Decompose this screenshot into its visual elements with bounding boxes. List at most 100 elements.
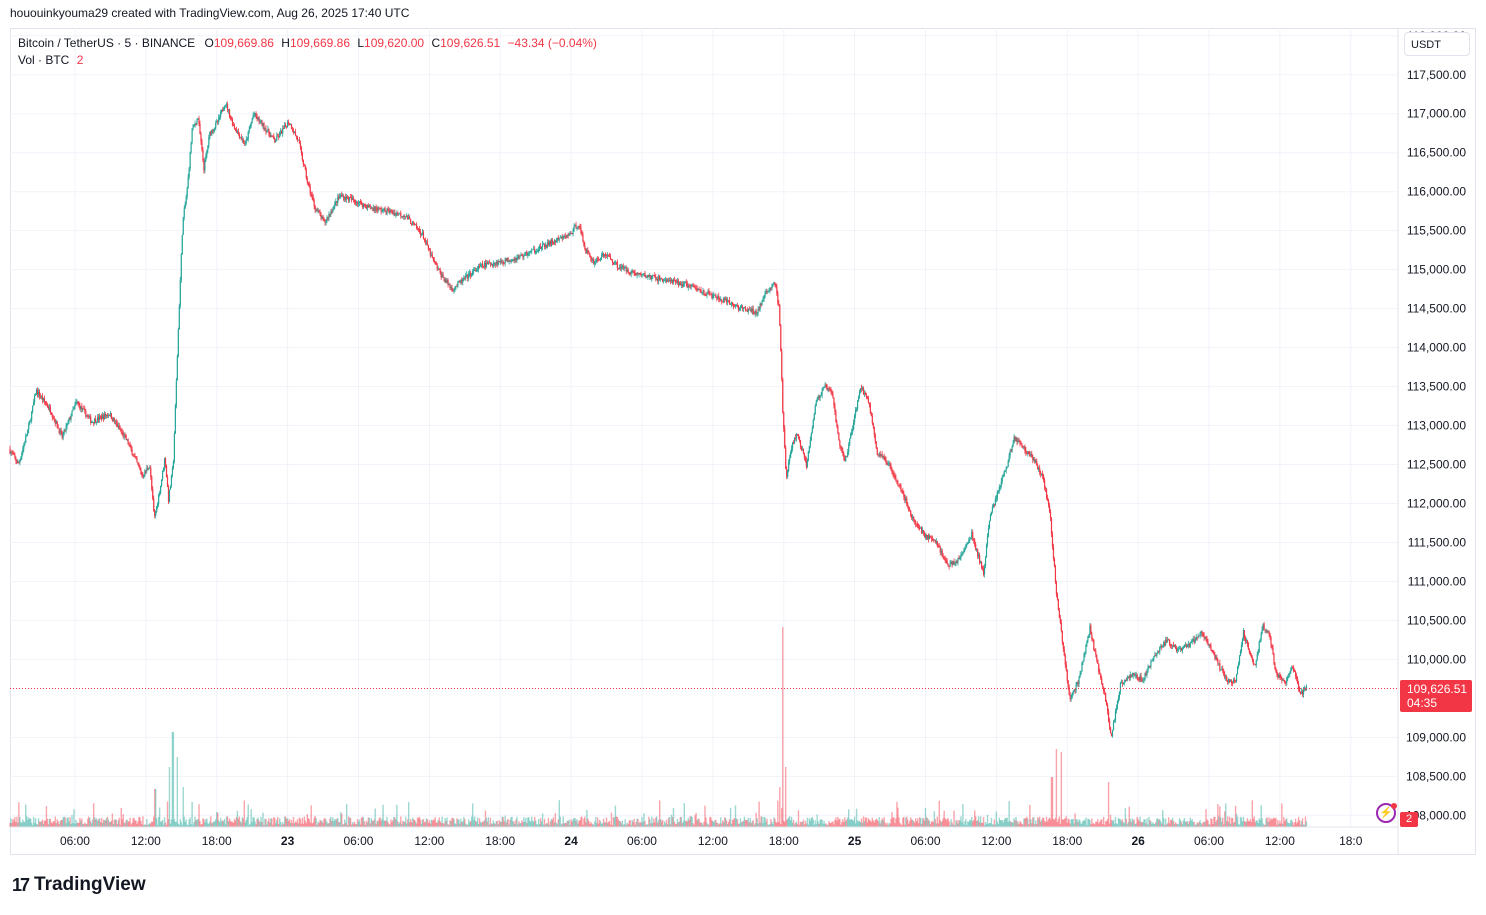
candle-body [665,279,667,281]
volume-bar [585,822,587,827]
volume-bar [11,822,13,827]
candle-body [876,448,878,455]
candle-body [177,329,179,357]
candle-body [797,434,800,437]
volume-bar [1302,824,1305,827]
candle-body [409,216,411,219]
candle-body [945,559,947,561]
candle-body [902,491,904,494]
volume-bar [386,816,388,827]
candle-body [706,292,708,296]
candle-body [548,241,551,245]
volume-bar [518,821,520,827]
candle-body [969,538,971,541]
volume-bar [212,822,214,827]
volume-bar [754,823,756,827]
volume-bar [284,816,287,827]
volume-bar [92,803,95,827]
candle-body [318,210,320,213]
candle-body [60,430,62,433]
candle-body [1018,440,1020,442]
candle-body [352,198,355,200]
candle-body [619,267,621,269]
volume-bar [582,824,584,827]
candle-body [822,388,824,391]
volume-bar [551,819,554,827]
volume-bar [318,823,320,827]
candle-body [297,139,300,141]
candle-body [1093,640,1095,651]
candle-body [272,135,274,137]
candle-body [524,253,526,256]
tradingview-logo[interactable]: 17 TradingView [12,874,146,896]
candle-body [289,124,292,125]
volume-bar [690,816,692,827]
volume-bar [192,824,194,827]
volume-label[interactable]: Vol · BTC [18,53,70,67]
volume-bar [232,822,235,827]
candle-body [1019,441,1021,444]
volume-bar [1227,822,1230,827]
candle-body [413,221,415,223]
volume-bar [833,824,835,827]
volume-bar [179,819,182,827]
candle-body [658,276,660,282]
volume-bar [424,821,427,827]
candle-body [334,202,336,206]
candle-body [1187,644,1189,646]
volume-bar [831,822,833,827]
volume-bar [238,816,241,827]
candle-body [1058,610,1060,618]
volume-bar [18,802,20,827]
symbol-label[interactable]: Bitcoin / TetherUS · 5 · BINANCE [18,36,196,50]
volume-bar [785,767,787,827]
candle-body [61,432,63,438]
volume-bar [787,817,790,827]
volume-bar [718,824,720,827]
volume-bar [860,818,863,827]
flash-icon[interactable]: ⚡ [1376,803,1396,823]
volume-bar [116,824,118,827]
candle-body [942,556,944,558]
volume-bar [765,821,767,827]
volume-bar [990,817,993,827]
candle-body [106,415,109,417]
candle-body [1091,634,1093,639]
candle-body [1236,666,1239,675]
volume-bar [984,821,987,827]
volume-bar [797,810,800,827]
candle-body [442,274,444,278]
volume-bar [527,817,529,827]
candle-body [1167,639,1169,642]
volume-bar [1019,821,1021,827]
candle-body [112,418,114,421]
candle-body [674,280,677,282]
candle-body [823,387,825,389]
candle-body [268,129,270,134]
volume-bar [932,822,935,827]
candle-body [66,423,68,427]
candle-body [783,412,785,429]
candle-body [116,423,118,428]
candle-body [903,493,905,497]
candle-body [1104,691,1106,693]
candle-body [330,211,332,215]
volume-bar [333,821,335,827]
currency-button[interactable]: USDT [1404,32,1470,56]
candle-body [232,125,235,127]
volume-bar [572,819,574,827]
volume-bar [1197,823,1199,827]
volume-bar [127,821,129,827]
candle-body [1142,680,1144,682]
candle-body [184,203,186,209]
volume-bar [1205,809,1207,827]
candle-body [1195,636,1197,641]
candle-body [423,238,426,241]
candle-body [869,404,871,414]
candle-body [355,202,358,204]
volume-bar [142,816,144,827]
volume-bar [417,817,420,827]
time-tick-label: 06:00 [910,834,940,848]
volume-bar [884,822,886,827]
